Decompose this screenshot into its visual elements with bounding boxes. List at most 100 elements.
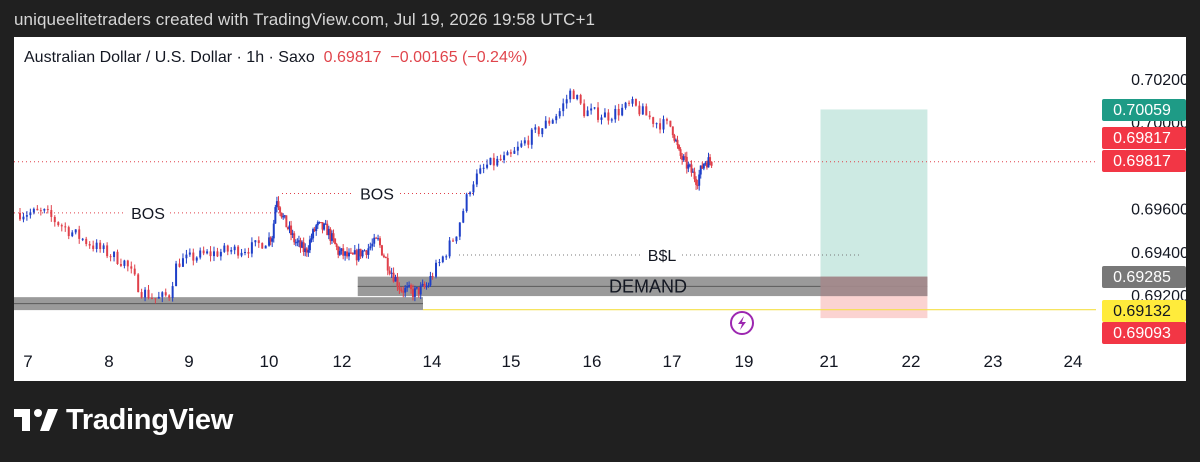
candle-body (216, 251, 219, 257)
x-tick-label: 15 (502, 352, 521, 371)
candle-body (36, 208, 39, 211)
candle-body (347, 252, 350, 257)
bsl-label: B$L (648, 248, 677, 265)
candle-body (272, 223, 275, 239)
candle-body (250, 242, 253, 254)
candle-body (516, 146, 519, 151)
candle-body (337, 247, 340, 255)
candle-body (509, 152, 512, 154)
candle-body (421, 283, 424, 286)
candle-body (199, 250, 202, 258)
candle-body (404, 287, 407, 293)
candle-body (257, 240, 260, 244)
price-label: 0.69817 (1113, 153, 1171, 170)
candle-body (315, 225, 318, 231)
candle-body (206, 251, 209, 254)
chart-panel[interactable]: BOS BOS B$L DEMAND 0.70200 0.70000 0.69600 0.69… (14, 37, 1186, 381)
candle-body (290, 225, 293, 235)
candle-body (188, 252, 191, 255)
candle-body (705, 162, 708, 168)
candle-body (185, 254, 188, 259)
candle-body (486, 164, 489, 168)
candle-body (600, 117, 603, 120)
candle-body (43, 209, 46, 211)
price-label-bg (1102, 127, 1186, 149)
candle-body (607, 112, 610, 121)
candle-body (212, 251, 215, 257)
candle-body (548, 120, 551, 124)
candle-body (621, 107, 624, 116)
candle-body (32, 208, 35, 213)
candle-body (572, 90, 575, 100)
candle-body (154, 298, 157, 300)
candle-body (475, 173, 478, 185)
candle-body (67, 227, 70, 237)
candle-body (126, 260, 129, 267)
candle-body (140, 292, 143, 298)
candle-body (678, 145, 681, 150)
long-position-target-zone[interactable] (820, 109, 928, 277)
x-tick-label: 9 (184, 352, 193, 371)
candle-body (544, 120, 547, 129)
candle-body (652, 117, 655, 124)
candle-body (380, 245, 383, 256)
candle-body (92, 245, 95, 249)
candle-body (710, 161, 713, 166)
candle-body (671, 126, 674, 136)
x-tick-label: 14 (423, 352, 442, 371)
candle-body (396, 277, 399, 287)
price-label-bg (1102, 99, 1186, 121)
candle-body (410, 285, 413, 290)
candle-body (280, 212, 283, 218)
x-tick-label: 16 (583, 352, 602, 371)
candle-body (631, 98, 634, 104)
candle-body (379, 238, 382, 246)
price-label-bg (1102, 150, 1186, 172)
candle-body (342, 248, 345, 256)
candle-body (318, 222, 321, 224)
candle-body (130, 266, 133, 269)
candle-body (534, 127, 537, 130)
candle-body (499, 158, 502, 161)
candle-body (302, 242, 305, 253)
candle-body (361, 250, 364, 257)
candle-body (569, 90, 572, 100)
candle-body (429, 276, 432, 286)
price-label-bg (1102, 300, 1186, 322)
candle-body (181, 258, 184, 267)
candle-body (244, 251, 246, 253)
candle-body (157, 296, 160, 299)
candle-body (665, 119, 668, 121)
candle-body (455, 236, 458, 242)
price-label: 0.70059 (1113, 102, 1171, 119)
candle-body (390, 272, 393, 274)
candle-body (60, 225, 63, 227)
candle-body (102, 245, 105, 250)
lightning-glyph (738, 316, 746, 330)
candle-body (551, 120, 554, 124)
candle-body (334, 238, 337, 245)
candle-body (523, 140, 526, 144)
tradingview-logo[interactable]: TradingView (14, 403, 233, 437)
candle-body (264, 245, 267, 249)
candle-body (178, 263, 181, 267)
candle-body (693, 171, 696, 180)
candle-body (330, 233, 333, 241)
candle-body (696, 184, 699, 186)
candle-body (209, 251, 212, 257)
candle-body (513, 150, 516, 154)
candle-body (25, 215, 28, 217)
candle-body (164, 292, 167, 296)
candle-body (326, 223, 329, 236)
candle-body (353, 250, 356, 255)
candle-body (648, 115, 651, 118)
chart-svg[interactable]: BOSBOSB$LDEMAND0.702000.700000.696000.69… (14, 37, 1186, 381)
price-label: 0.69817 (1113, 130, 1171, 147)
x-tick-label: 8 (104, 352, 113, 371)
candle-body (261, 243, 264, 249)
candle-body (192, 252, 195, 261)
candle-body (279, 207, 282, 213)
candle-body (113, 251, 116, 258)
candle-body (698, 174, 701, 186)
candle-body (277, 201, 280, 208)
